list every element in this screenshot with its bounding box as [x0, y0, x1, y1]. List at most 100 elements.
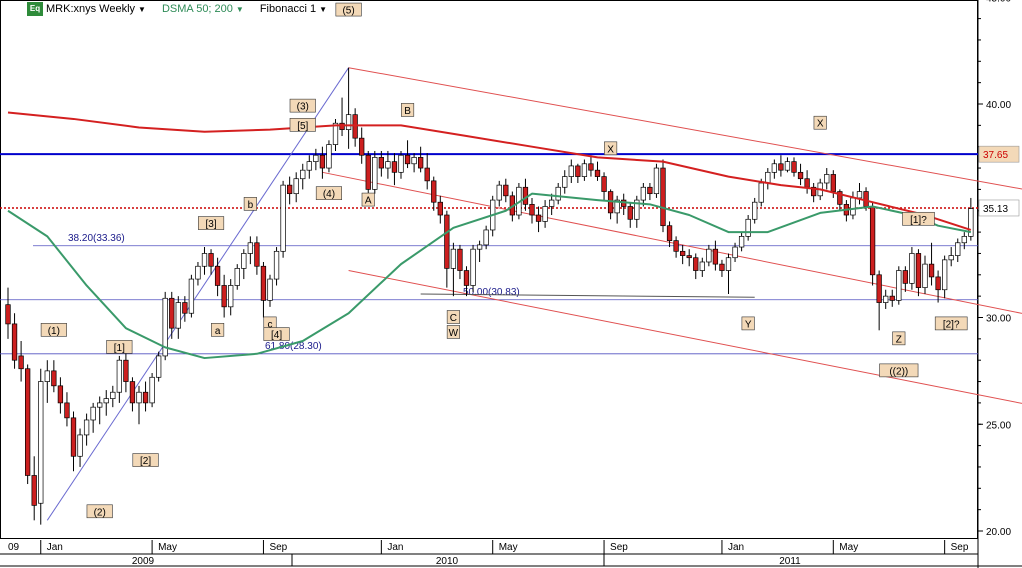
candle	[693, 257, 699, 271]
candle	[444, 214, 450, 269]
sma200-line	[7, 111, 972, 231]
candle	[752, 201, 758, 220]
candle	[18, 355, 24, 370]
candles	[5, 67, 974, 525]
study-selector[interactable]: Fibonacci 1 ▼	[260, 3, 327, 15]
symbol-dropdown-icon[interactable]: ▼	[138, 5, 146, 14]
symbol-selector[interactable]: MRK:xnys Weekly ▼	[46, 3, 146, 15]
x-year-label: 2010	[436, 556, 459, 567]
candle	[725, 257, 732, 271]
candle	[175, 302, 181, 329]
wave-label: (2)	[94, 507, 106, 518]
wave-label-box	[879, 363, 919, 378]
candle	[824, 174, 830, 184]
candle	[411, 157, 417, 165]
candle	[679, 250, 686, 256]
wave-label: b	[248, 200, 254, 211]
candle	[810, 186, 817, 197]
candle	[188, 278, 195, 314]
candle	[38, 381, 44, 504]
candle	[837, 191, 843, 205]
candle	[594, 169, 601, 177]
candle	[313, 154, 319, 162]
fib-label: 38.20(33.36)	[68, 233, 125, 244]
x-year-label: 2009	[132, 556, 155, 567]
wave-label-box	[132, 453, 159, 467]
wave-label: c	[268, 319, 273, 330]
candle	[941, 259, 948, 291]
candle	[267, 278, 273, 301]
moving-averages	[7, 111, 972, 360]
candle	[758, 182, 764, 203]
wave-label-box	[243, 197, 257, 211]
candle	[116, 359, 123, 393]
candle	[653, 167, 660, 195]
candle	[889, 295, 895, 301]
indicator-dropdown-icon[interactable]: ▼	[235, 5, 244, 14]
wave-label-box	[106, 340, 133, 354]
candle	[784, 161, 791, 171]
channel-line	[348, 67, 1022, 190]
wave-label: C	[450, 313, 457, 324]
candle	[771, 163, 777, 173]
candle	[948, 255, 954, 261]
candle	[51, 370, 57, 387]
wave-label-box	[198, 216, 225, 230]
candle	[712, 248, 719, 265]
candle	[424, 167, 430, 182]
candle	[961, 236, 967, 244]
candle	[765, 171, 771, 184]
wave-label: [2]?	[943, 319, 960, 330]
candle	[529, 203, 535, 216]
candle	[5, 304, 11, 325]
candle	[70, 417, 77, 457]
candle	[496, 184, 502, 201]
candle	[142, 391, 149, 404]
candle	[214, 265, 221, 286]
candle	[883, 295, 889, 303]
price-tags: 37.65 35.13	[978, 145, 1020, 217]
candle	[77, 434, 83, 457]
candle	[863, 191, 869, 207]
candle	[234, 268, 240, 286]
candle	[31, 475, 37, 506]
wave-label: (4)	[323, 189, 335, 200]
candle	[666, 225, 673, 241]
candle	[352, 114, 358, 139]
candle	[359, 137, 365, 156]
sma50-line	[7, 192, 972, 360]
wave-label: W	[449, 328, 459, 339]
candle	[365, 154, 371, 190]
wave-label-box	[902, 211, 935, 226]
candle	[169, 297, 175, 329]
candle	[300, 169, 306, 180]
candle	[129, 381, 136, 404]
candle	[470, 248, 476, 286]
candle	[627, 206, 633, 220]
candle	[25, 368, 31, 476]
candle	[457, 248, 463, 271]
fib-label: 50.00(30.83)	[463, 287, 520, 298]
candle	[555, 186, 561, 201]
candle	[247, 242, 254, 254]
wave-label-box	[86, 504, 113, 519]
candle	[738, 236, 745, 248]
candle	[928, 263, 935, 278]
candle	[123, 359, 129, 382]
candle	[601, 176, 607, 192]
candle	[647, 186, 653, 195]
candle	[326, 144, 332, 169]
candle	[548, 199, 555, 207]
candle	[201, 253, 208, 267]
candle	[110, 391, 116, 399]
candle	[391, 161, 398, 173]
price-tag-box	[978, 145, 1020, 163]
study-dropdown-icon[interactable]: ▼	[319, 5, 328, 14]
candle	[614, 199, 620, 214]
candle	[856, 191, 863, 199]
indicator-selector[interactable]: DSMA 50; 200 ▼	[162, 3, 244, 15]
x-year-label: 2011	[779, 556, 801, 567]
candle	[136, 391, 142, 404]
